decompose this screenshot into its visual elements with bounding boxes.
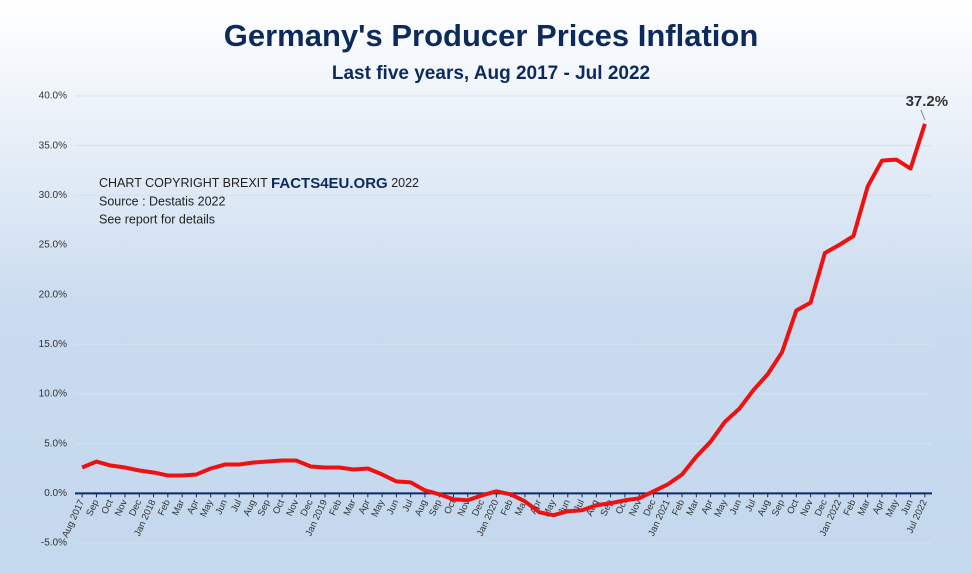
x-tick-label: Jul (229, 498, 244, 514)
note-text: CHART COPYRIGHT BREXIT (99, 176, 271, 190)
chart-title: Germany's Producer Prices Inflation (224, 18, 759, 53)
note-text: 2022 (388, 176, 419, 190)
leader-line (920, 109, 926, 120)
copyright-note: CHART COPYRIGHT BREXIT FACTS4EU.ORG 2022 (99, 175, 419, 192)
note-brand: FACTS4EU.ORG (271, 175, 388, 192)
report-note: See report for details (99, 212, 215, 226)
y-tick-label: 5.0% (44, 438, 67, 449)
y-tick-label: 30.0% (39, 190, 67, 201)
y-tick-label: 35.0% (39, 140, 67, 151)
data-label: 37.2% (906, 93, 949, 110)
chart-subtitle: Last five years, Aug 2017 - Jul 2022 (332, 63, 650, 84)
y-tick-label: 15.0% (39, 339, 67, 350)
line (81, 123, 927, 518)
y-tick-label: 25.0% (39, 240, 67, 251)
x-tick-label: Jul (401, 498, 416, 514)
y-tick-label: 10.0% (39, 389, 67, 400)
source-note: Source : Destatis 2022 (99, 194, 226, 208)
y-tick-label: 0.0% (44, 488, 67, 499)
y-tick-label: -5.0% (41, 538, 67, 549)
x-tick-label: Jul (743, 498, 758, 514)
y-tick-label: 20.0% (39, 289, 67, 300)
y-tick-label: 40.0% (39, 91, 67, 102)
